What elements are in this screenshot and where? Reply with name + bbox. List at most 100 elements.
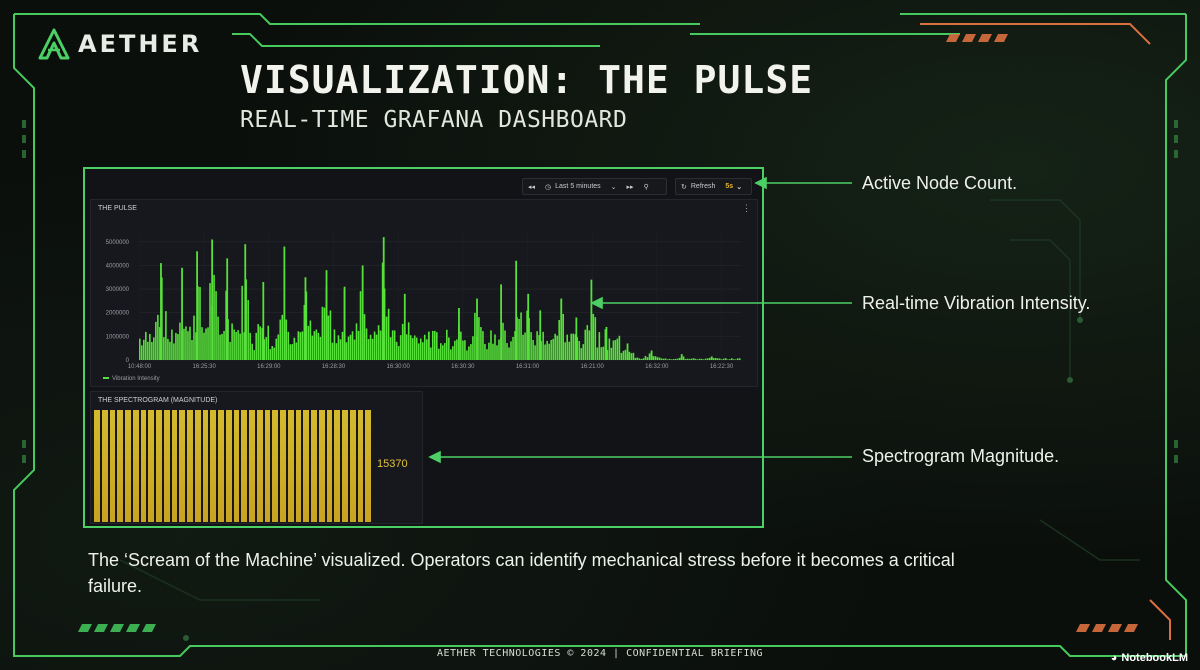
spectrogram-bar bbox=[187, 410, 193, 522]
vibration-bar bbox=[163, 337, 165, 360]
vibration-chart: 5000000 4000000 3000000 2000000 1000000 010:4… bbox=[103, 230, 741, 382]
vibration-bar bbox=[460, 331, 462, 360]
spectrogram-bar bbox=[109, 410, 116, 522]
spectrogram-bar bbox=[132, 410, 139, 522]
vibration-bar bbox=[331, 342, 334, 360]
kebab-menu-icon[interactable]: ⋮ bbox=[742, 203, 751, 213]
vibration-bar bbox=[271, 345, 274, 360]
vibration-bar bbox=[371, 338, 374, 360]
vibration-peak bbox=[343, 286, 346, 360]
vibration-bar bbox=[480, 327, 482, 360]
time-range-button[interactable]: ◷ Last 5 minutes ⌄ bbox=[540, 179, 622, 194]
vibration-bar bbox=[470, 344, 472, 360]
vibration-bar bbox=[213, 274, 215, 360]
vibration-bar bbox=[255, 332, 257, 360]
vibration-bar bbox=[229, 341, 231, 360]
vibration-bar bbox=[640, 358, 643, 360]
vibration-bar bbox=[584, 329, 587, 360]
clock-icon: ◷ bbox=[545, 183, 552, 191]
spectrogram-bar bbox=[295, 410, 302, 522]
vibration-bar bbox=[333, 329, 336, 360]
vibration-bar bbox=[165, 311, 167, 360]
spectrogram-bar bbox=[218, 410, 224, 522]
zoom-out-icon[interactable]: ⚲ bbox=[643, 183, 649, 191]
vibration-peak bbox=[476, 298, 478, 360]
vibration-bar bbox=[203, 332, 205, 360]
vibration-bar bbox=[399, 335, 402, 360]
legend-label: Vibration Intensity bbox=[112, 376, 160, 382]
vibration-bar bbox=[644, 355, 647, 360]
vibration-bar bbox=[225, 290, 227, 360]
vibration-bar bbox=[405, 334, 408, 360]
brand-logo: AETHER bbox=[38, 28, 202, 60]
vibration-bar bbox=[634, 357, 637, 360]
spectrogram-panel: THE SPECTROGRAM (MAGNITUDE) 15370 bbox=[90, 391, 423, 524]
x-tick-label: 16:28:30 bbox=[322, 364, 346, 370]
vibration-bar bbox=[233, 329, 235, 360]
vibration-bar bbox=[145, 331, 147, 360]
vibration-bar bbox=[425, 339, 428, 360]
spectrogram-bar bbox=[334, 410, 340, 522]
refresh-picker[interactable]: ↻ Refresh 5s ⌄ bbox=[675, 178, 752, 195]
vibration-bar bbox=[161, 277, 163, 360]
x-tick-label: 16:30:00 bbox=[386, 364, 410, 370]
spectrogram-panel-title: THE SPECTROGRAM (MAGNITUDE) bbox=[98, 397, 218, 404]
vibration-bar bbox=[285, 319, 288, 360]
time-range-picker[interactable]: ◂◂ ◷ Last 5 minutes ⌄ ▸▸ ⚲ bbox=[522, 178, 667, 195]
vibration-bar bbox=[299, 332, 302, 360]
vibration-bar bbox=[429, 347, 432, 360]
refresh-button[interactable]: ↻ Refresh bbox=[676, 179, 720, 194]
vibration-bar bbox=[532, 339, 534, 360]
vibration-bar bbox=[389, 337, 392, 360]
vibration-bar bbox=[297, 331, 300, 360]
vibration-peak bbox=[361, 265, 364, 360]
vibration-bar bbox=[690, 358, 693, 360]
shift-back-icon[interactable]: ◂◂ bbox=[528, 183, 536, 191]
vibration-bar bbox=[393, 330, 396, 360]
vibration-bar bbox=[159, 326, 161, 360]
vibration-bar bbox=[464, 340, 466, 360]
vibration-bar bbox=[510, 341, 512, 360]
spectrogram-bar bbox=[202, 410, 209, 522]
vibration-bar bbox=[207, 327, 209, 360]
spectrogram-bar bbox=[256, 410, 263, 522]
vibration-bar bbox=[179, 322, 181, 360]
x-tick-label: 10:48:00 bbox=[128, 364, 152, 370]
vibration-bar bbox=[241, 285, 243, 360]
vibration-bar bbox=[728, 359, 731, 360]
vibration-bar bbox=[648, 353, 651, 360]
spectrogram-bar bbox=[101, 410, 108, 522]
spectrogram-bar bbox=[117, 410, 123, 522]
vibration-bar bbox=[319, 336, 322, 360]
shift-forward-icon[interactable]: ▸▸ bbox=[626, 183, 634, 191]
vibration-bar bbox=[395, 341, 398, 360]
notebooklm-icon: ◕ bbox=[1110, 652, 1118, 664]
vibration-bar bbox=[291, 344, 294, 360]
vibration-bar bbox=[444, 343, 446, 360]
vibration-peak bbox=[458, 308, 460, 360]
vibration-bar bbox=[448, 337, 450, 360]
vibration-bar bbox=[630, 353, 633, 360]
vibration-bar bbox=[578, 341, 581, 360]
vibration-bar bbox=[385, 316, 388, 360]
vibration-peak bbox=[196, 251, 198, 360]
vibration-bar bbox=[193, 315, 195, 360]
vibration-bar bbox=[542, 331, 544, 360]
vibration-bar bbox=[321, 306, 324, 360]
vibration-bar bbox=[692, 358, 695, 360]
vibration-bar bbox=[450, 349, 452, 360]
annotation-spectrogram: Spectrogram Magnitude. bbox=[862, 446, 1060, 466]
spectrogram-bar bbox=[342, 410, 348, 522]
vibration-peak bbox=[650, 350, 653, 360]
vibration-bar bbox=[341, 331, 344, 360]
vibration-bar bbox=[658, 357, 661, 360]
refresh-interval[interactable]: 5s ⌄ bbox=[725, 183, 743, 191]
vibration-bar bbox=[197, 286, 199, 360]
vibration-bar bbox=[239, 333, 241, 360]
vibration-peak bbox=[211, 239, 214, 360]
vibration-bar bbox=[598, 332, 601, 360]
vibration-bar bbox=[660, 358, 663, 360]
vibration-bar bbox=[642, 358, 645, 360]
spectrogram-bar bbox=[179, 410, 185, 522]
vibration-bar bbox=[446, 329, 448, 360]
